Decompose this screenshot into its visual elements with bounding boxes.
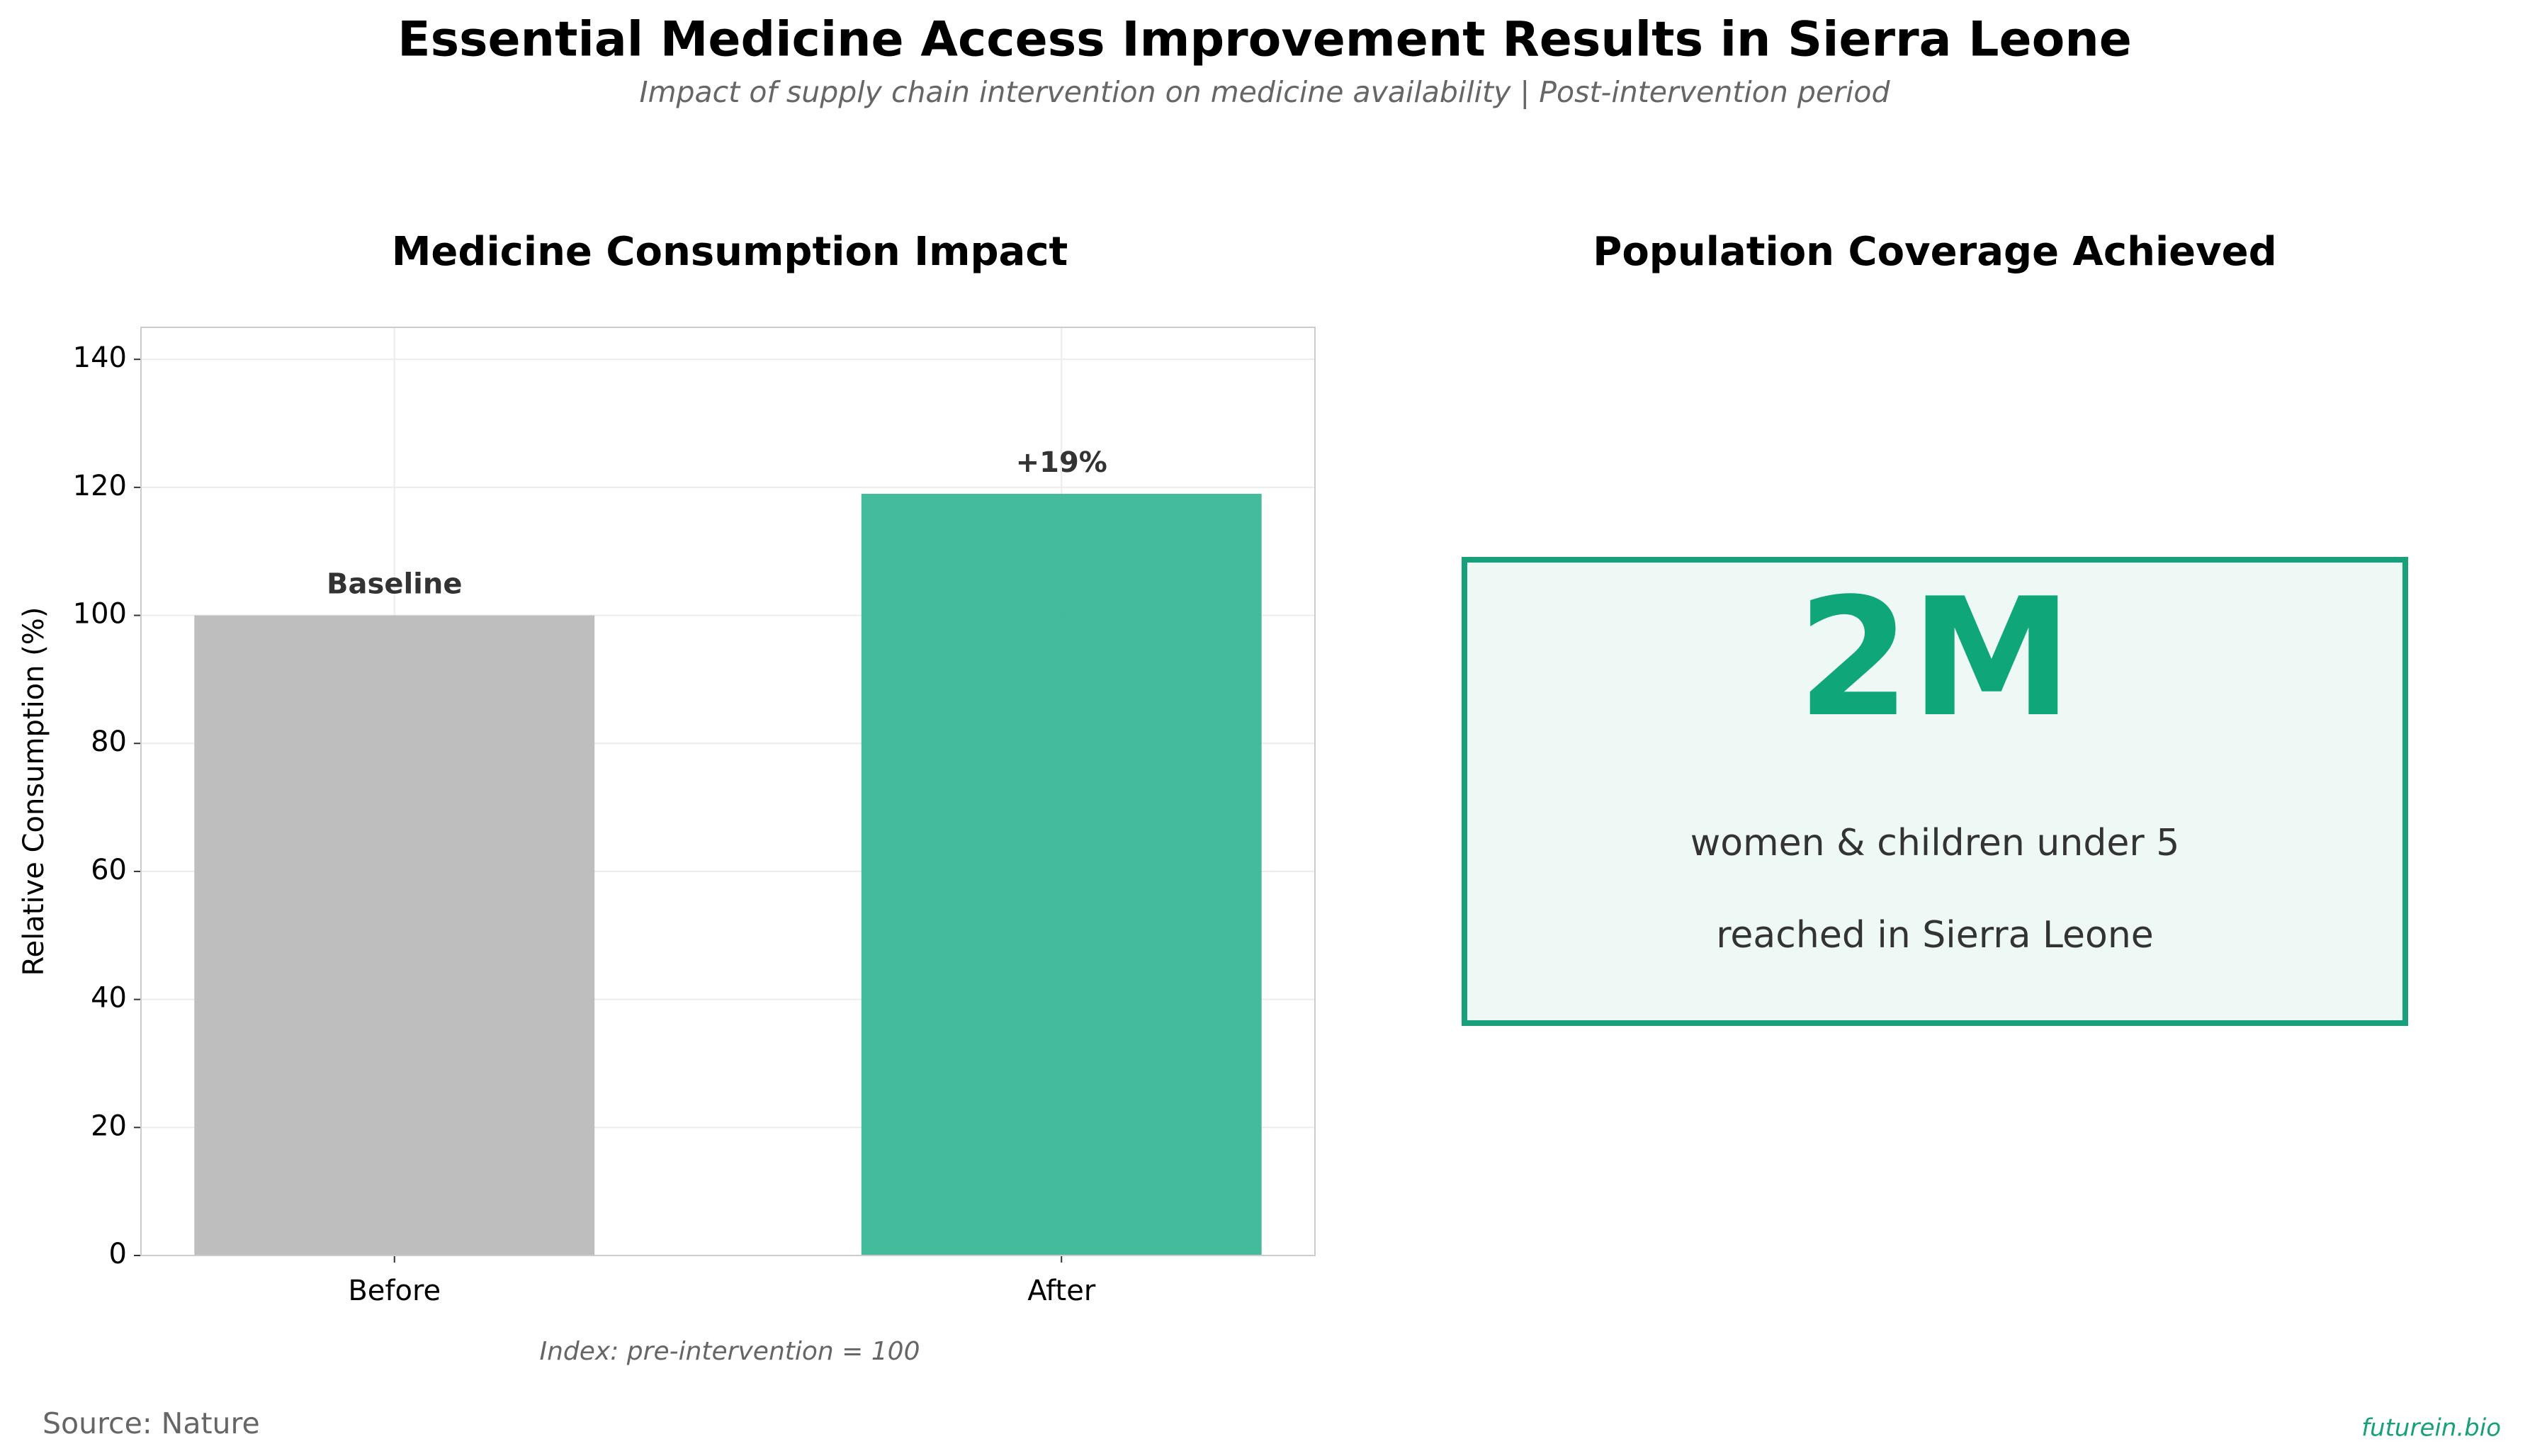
plot-frame bbox=[140, 327, 1316, 1256]
kpi-line: reached in Sierra Leone bbox=[1716, 914, 2154, 956]
bar bbox=[861, 493, 1262, 1256]
kpi-line: women & children under 5 bbox=[1690, 822, 2180, 864]
chart-title: Medicine Consumption Impact bbox=[392, 229, 1068, 275]
source: Source: Nature bbox=[43, 1406, 260, 1440]
y-tick-label: 0 bbox=[109, 1238, 127, 1270]
figure-subtitle: Impact of supply chain intervention on m… bbox=[639, 75, 1890, 109]
x-tick-label: After bbox=[1027, 1275, 1096, 1307]
y-tick-label: 60 bbox=[91, 854, 127, 886]
bar-label: Baseline bbox=[327, 568, 462, 601]
y-tick-label: 120 bbox=[73, 470, 127, 502]
x-tick-label: Before bbox=[348, 1275, 441, 1307]
y-tick-label: 100 bbox=[73, 598, 127, 631]
y-tick-label: 80 bbox=[91, 726, 127, 758]
figure-title: Essential Medicine Access Improvement Re… bbox=[397, 12, 2132, 68]
kpi-title: Population Coverage Achieved bbox=[1593, 229, 2276, 275]
bar-label: +19% bbox=[1016, 446, 1107, 479]
y-axis-label: Relative Consumption (%) bbox=[18, 607, 50, 976]
chart-note: Index: pre-intervention = 100 bbox=[540, 1337, 920, 1366]
kpi-value: 2M bbox=[1797, 564, 2073, 753]
y-tick-label: 20 bbox=[91, 1110, 127, 1142]
bar bbox=[194, 615, 595, 1255]
credit: futurein.bio bbox=[2361, 1414, 2501, 1443]
y-tick-label: 140 bbox=[73, 342, 127, 374]
kpi-box bbox=[1462, 557, 2408, 1026]
y-tick-label: 40 bbox=[91, 982, 127, 1015]
